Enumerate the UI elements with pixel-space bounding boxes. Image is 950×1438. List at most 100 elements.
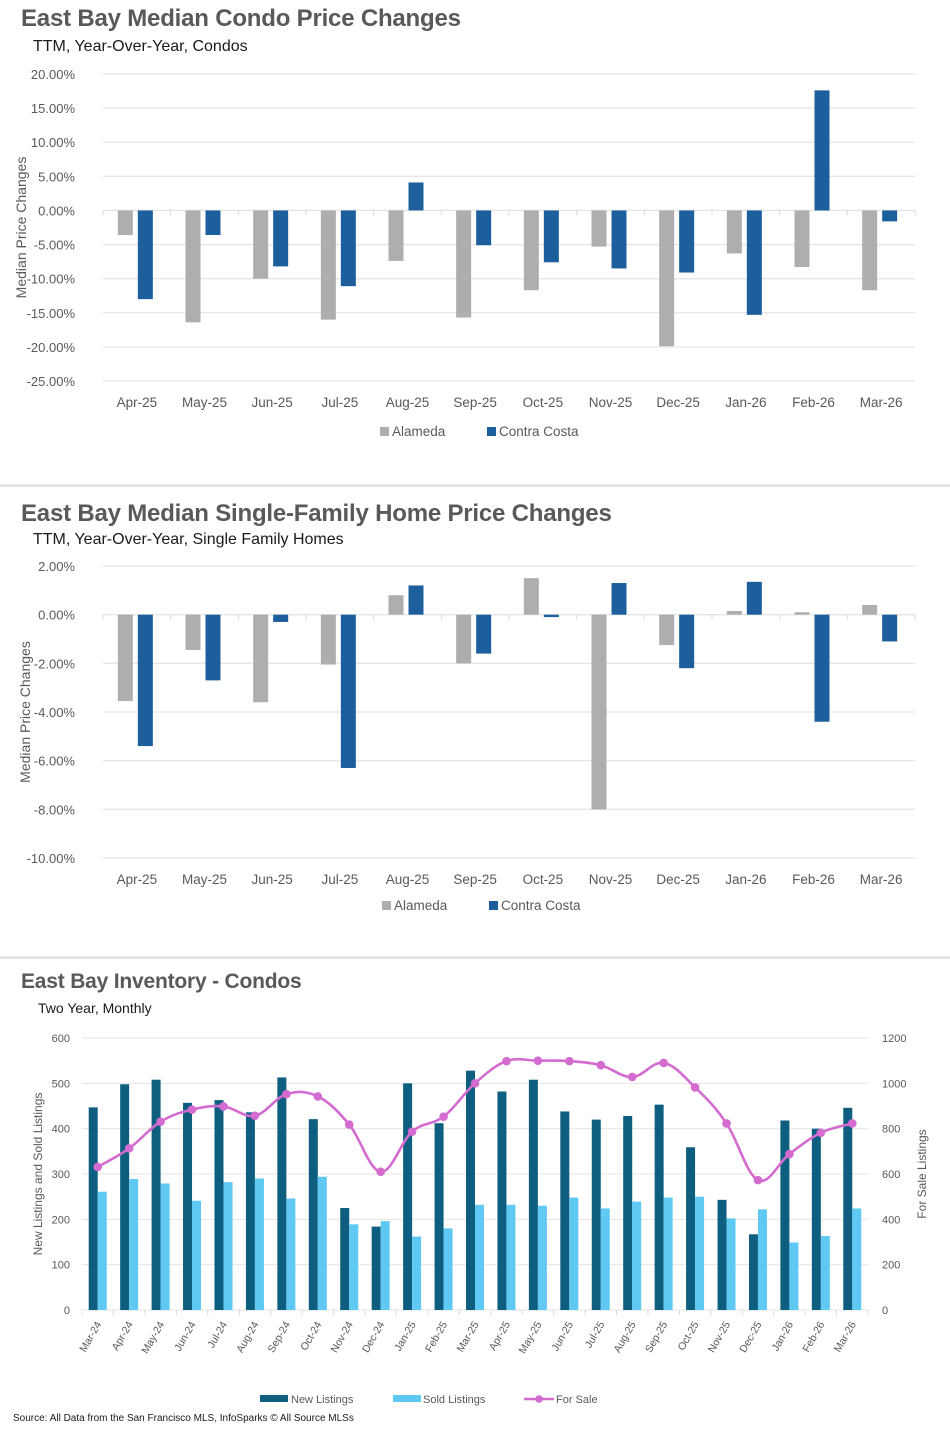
bar-sold-listings: [97, 1191, 107, 1310]
x-tick-label: Jul-25: [321, 395, 358, 410]
chart-title: East Bay Inventory - Condos: [21, 970, 302, 993]
legend-label-alameda: Alameda: [392, 424, 446, 439]
bar-sold-listings: [632, 1201, 642, 1310]
bar-sold-listings: [192, 1200, 202, 1310]
bar-contra-costa: [611, 210, 627, 269]
bar-contra-costa: [408, 585, 424, 615]
bar-new-listings: [88, 1107, 98, 1310]
bar-sold-listings: [537, 1205, 547, 1310]
x-tick-label: Jan-26: [725, 395, 766, 410]
bar-sold-listings: [286, 1198, 296, 1310]
x-tick-label: Apr-25: [117, 395, 158, 410]
bar-contra-costa: [746, 581, 762, 615]
x-tick-label: Nov-25: [589, 395, 633, 410]
point-for-sale: [187, 1105, 197, 1114]
point-for-sale: [565, 1056, 574, 1066]
y-tick-label: -10.00%: [27, 272, 76, 287]
point-for-sale: [344, 1120, 354, 1129]
bar-contra-costa: [137, 210, 153, 300]
y-tick-label: -5.00%: [34, 238, 76, 253]
bar-contra-costa: [814, 614, 830, 722]
bar-new-listings: [591, 1119, 601, 1310]
y-tick-label: 200: [52, 1214, 70, 1226]
chart-title: East Bay Median Condo Price Changes: [21, 5, 461, 32]
x-tick-label: Mar-24: [77, 1319, 104, 1354]
y-tick-label: -4.00%: [34, 705, 76, 720]
point-for-sale: [93, 1162, 103, 1172]
point-for-sale: [596, 1060, 606, 1070]
bar-contra-costa: [679, 210, 695, 273]
bar-alameda: [591, 210, 607, 247]
point-for-sale: [219, 1102, 228, 1111]
y2-tick-label: 1000: [882, 1078, 906, 1090]
bar-new-listings: [528, 1079, 538, 1310]
y-tick-label: -8.00%: [34, 802, 76, 817]
source-note: Source: All Data from the San Francisco …: [13, 1413, 354, 1424]
bar-alameda: [388, 595, 404, 615]
bar-new-listings: [843, 1107, 853, 1310]
bar-sold-listings: [475, 1204, 484, 1310]
bar-sold-listings: [254, 1178, 264, 1310]
x-tick-label: Sep-24: [266, 1319, 293, 1354]
bar-contra-costa: [746, 210, 762, 315]
bar-contra-costa: [679, 614, 695, 669]
section-divider: [0, 956, 950, 959]
bar-new-listings: [245, 1112, 255, 1310]
bar-sold-listings: [726, 1218, 736, 1310]
bar-alameda: [523, 210, 539, 291]
bar-alameda: [253, 614, 269, 703]
bar-sold-listings: [160, 1183, 170, 1310]
bar-sold-listings: [695, 1196, 705, 1310]
x-tick-label: Nov-24: [329, 1319, 356, 1354]
bar-alameda: [117, 210, 133, 236]
x-tick-label: Jul-25: [583, 1319, 608, 1350]
y-tick-label: 10.00%: [31, 135, 76, 150]
point-for-sale: [156, 1117, 165, 1126]
y2-tick-label: 800: [882, 1124, 900, 1136]
bar-alameda: [726, 611, 742, 615]
x-tick-label: May-25: [182, 395, 227, 410]
point-for-sale: [785, 1149, 794, 1159]
bar-contra-costa: [340, 614, 356, 768]
bar-contra-costa: [611, 583, 627, 615]
x-tick-label: Jan-26: [770, 1319, 797, 1353]
point-for-sale: [313, 1092, 323, 1101]
bar-sold-listings: [820, 1236, 830, 1310]
y-tick-label: 2.00%: [38, 559, 75, 574]
bar-sold-listings: [757, 1209, 767, 1310]
x-tick-label: Oct-24: [298, 1319, 324, 1352]
bar-alameda: [185, 210, 201, 323]
x-tick-label: Mar-26: [860, 872, 903, 887]
point-for-sale: [470, 1079, 480, 1088]
bar-new-listings: [654, 1104, 664, 1310]
y-tick-label: 500: [52, 1078, 70, 1090]
bar-contra-costa: [340, 210, 356, 287]
bar-alameda: [320, 210, 336, 320]
x-tick-label: Mar-26: [832, 1319, 859, 1354]
bar-sold-listings: [412, 1236, 422, 1310]
y-tick-label: 0.00%: [38, 608, 75, 623]
y-tick-label: -20.00%: [27, 340, 76, 355]
y-tick-label: 0.00%: [38, 203, 75, 218]
point-for-sale: [690, 1083, 700, 1092]
section-divider: [0, 484, 950, 487]
bar-alameda: [794, 612, 810, 615]
x-tick-label: Aug-25: [386, 395, 430, 410]
bar-contra-costa: [273, 614, 289, 622]
bar-new-listings: [780, 1120, 790, 1310]
chart-subtitle: Two Year, Monthly: [38, 1000, 152, 1016]
bar-contra-costa: [205, 210, 221, 236]
y-tick-label: 15.00%: [31, 101, 76, 116]
y-axis-label: New Listings and Sold Listings: [31, 1093, 45, 1256]
bar-alameda: [523, 578, 539, 615]
bar-contra-costa: [543, 614, 559, 618]
legend-swatch-contra-costa: [489, 901, 498, 910]
bar-new-listings: [403, 1083, 413, 1310]
x-tick-label: Sep-25: [453, 872, 497, 887]
x-tick-label: Dec-25: [737, 1319, 764, 1354]
legend-label-alameda: Alameda: [394, 898, 448, 913]
legend-swatch-sold-listings: [393, 1395, 421, 1402]
point-for-sale: [533, 1056, 543, 1065]
